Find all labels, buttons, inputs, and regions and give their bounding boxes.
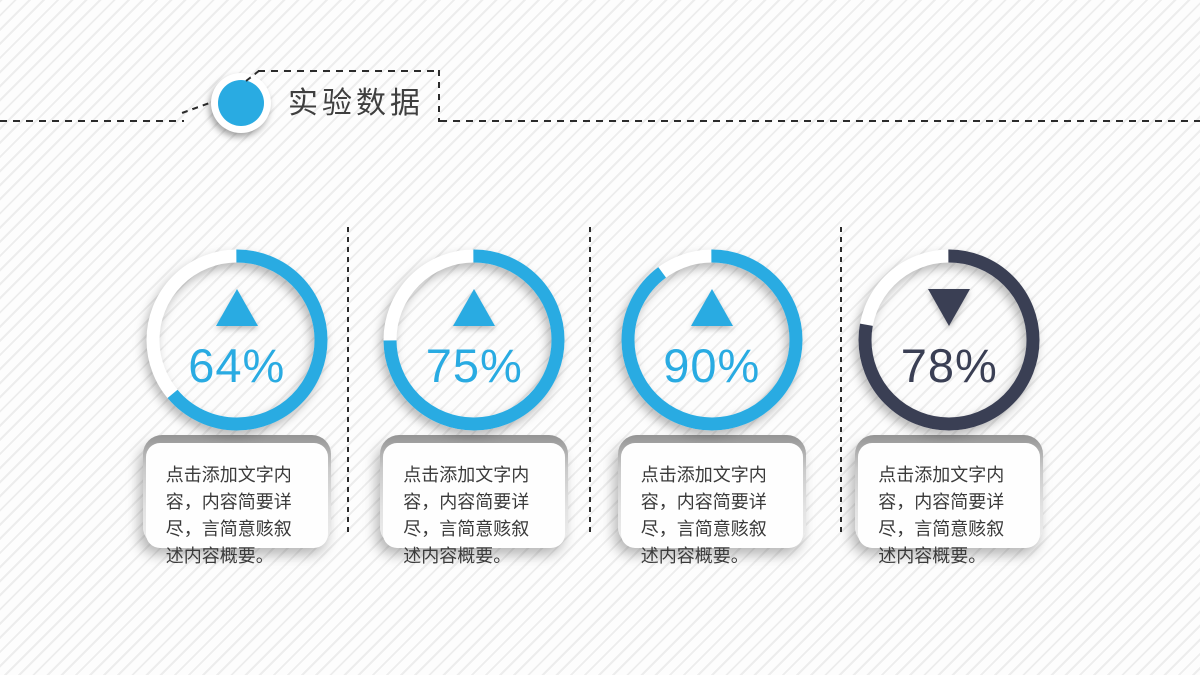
stat-column: 78% 点击添加文字内 容，内容简要详 尽，言简意赅叙 述内容概要。 (854, 245, 1044, 566)
ring-progress (858, 249, 1040, 431)
title-connector-diagonal (181, 101, 213, 114)
stats-row: 64% 点击添加文字内 容，内容简要详 尽，言简意赅叙 述内容概要。 75% 点… (118, 245, 1068, 566)
title-bullet (211, 73, 271, 133)
title-box-right-line (438, 70, 440, 122)
arrow-up-icon (453, 289, 496, 326)
column-separator (840, 227, 842, 535)
ring-progress (146, 249, 328, 431)
percent-value: 90% (663, 339, 761, 392)
title-trailing-line (440, 120, 1200, 122)
percent-value: 78% (900, 339, 998, 392)
slide-title[interactable]: 实验数据 (288, 87, 424, 120)
text-card[interactable]: 点击添加文字内 容，内容简要详 尽，言简意赅叙 述内容概要。 (380, 435, 569, 566)
card-text: 点击添加文字内 容，内容简要详 尽，言简意赅叙 述内容概要。 (403, 465, 530, 566)
ring-progress (383, 249, 565, 431)
text-card[interactable]: 点击添加文字内 容，内容简要详 尽，言简意赅叙 述内容概要。 (142, 435, 331, 566)
text-card[interactable]: 点击添加文字内 容，内容简要详 尽，言简意赅叙 述内容概要。 (617, 435, 806, 566)
percent-value: 75% (425, 339, 523, 392)
progress-ring[interactable]: 90% (617, 245, 807, 435)
arrow-up-icon (215, 289, 258, 326)
ring-chart (146, 249, 328, 431)
ring-chart (621, 249, 803, 431)
stat-column: 64% 点击添加文字内 容，内容简要详 尽，言简意赅叙 述内容概要。 (142, 245, 332, 566)
title-connector-line (0, 120, 184, 122)
card-text: 点击添加文字内 容，内容简要详 尽，言简意赅叙 述内容概要。 (640, 465, 767, 566)
arrow-down-icon (928, 289, 971, 326)
card-text: 点击添加文字内 容，内容简要详 尽，言简意赅叙 述内容概要。 (878, 465, 1005, 566)
ring-chart (858, 249, 1040, 431)
title-bullet-dot (218, 80, 264, 126)
stat-column: 90% 点击添加文字内 容，内容简要详 尽，言简意赅叙 述内容概要。 (617, 245, 807, 566)
progress-ring[interactable]: 64% (142, 245, 332, 435)
text-card[interactable]: 点击添加文字内 容，内容简要详 尽，言简意赅叙 述内容概要。 (855, 435, 1044, 566)
progress-ring[interactable]: 78% (854, 245, 1044, 435)
percent-value: 64% (188, 339, 286, 392)
column-separator (589, 227, 591, 535)
progress-ring[interactable]: 75% (379, 245, 569, 435)
ring-chart (383, 249, 565, 431)
column-separator (347, 227, 349, 535)
stat-column: 75% 点击添加文字内 容，内容简要详 尽，言简意赅叙 述内容概要。 (379, 245, 569, 566)
arrow-up-icon (690, 289, 733, 326)
title-box-top-line (258, 70, 440, 72)
ring-progress (621, 249, 803, 431)
card-text: 点击添加文字内 容，内容简要详 尽，言简意赅叙 述内容概要。 (165, 465, 292, 566)
